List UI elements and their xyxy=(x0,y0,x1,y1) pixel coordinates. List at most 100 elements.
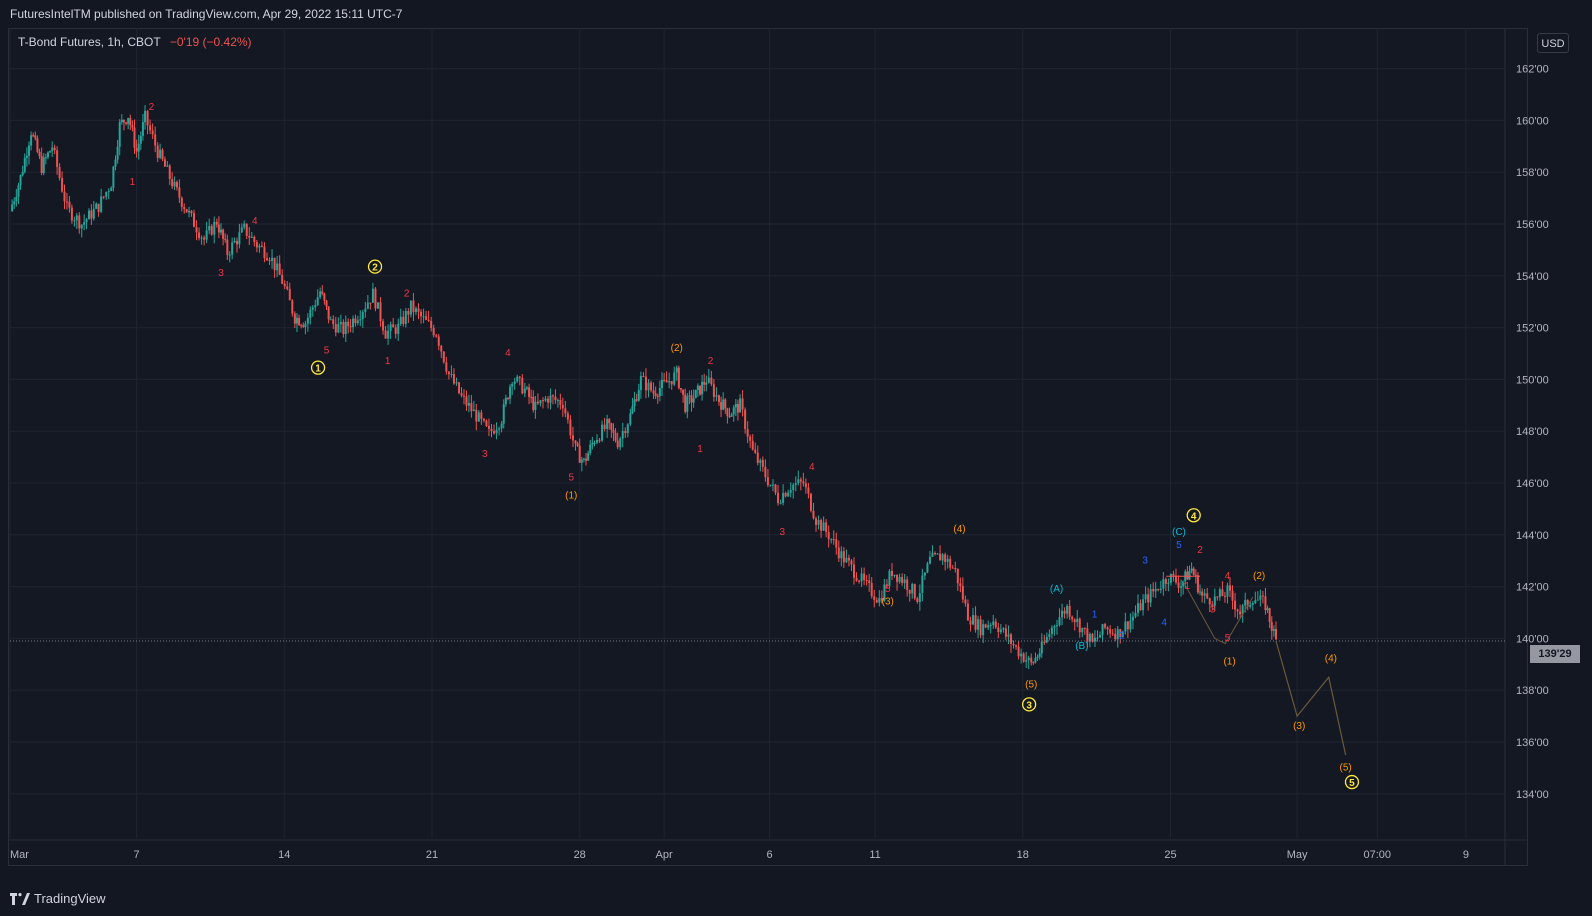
candle-body xyxy=(903,579,906,583)
candle-body xyxy=(614,432,617,441)
candle-body xyxy=(880,597,883,601)
candle-body xyxy=(1012,643,1015,646)
candle-body xyxy=(49,151,52,153)
candle-body xyxy=(913,584,916,599)
candle-body xyxy=(1101,624,1104,635)
published-info: FuturesIntelTM published on TradingView.… xyxy=(10,7,403,21)
candle-body xyxy=(521,377,524,394)
candle-body xyxy=(125,122,128,124)
candle-body xyxy=(569,419,572,436)
candle-body xyxy=(1234,600,1237,610)
candle-body xyxy=(564,408,567,414)
candle-body xyxy=(1009,634,1012,644)
candle-body xyxy=(603,424,606,429)
candle-body xyxy=(556,400,559,402)
x-tick-label: 07:00 xyxy=(1364,849,1392,861)
candle-body xyxy=(392,324,395,328)
candle-body xyxy=(445,362,448,372)
candle-body xyxy=(969,620,972,625)
candle-body xyxy=(432,328,435,336)
candle-body xyxy=(70,207,73,221)
candle-body xyxy=(673,372,676,385)
candle-body xyxy=(53,147,56,151)
candle-body xyxy=(495,429,498,434)
candle-body xyxy=(309,309,312,318)
candle-body xyxy=(635,399,638,401)
candle-body xyxy=(1249,604,1252,607)
candle-body xyxy=(263,246,266,259)
candle-body xyxy=(705,382,708,385)
candle-body xyxy=(1137,603,1140,613)
projection-path xyxy=(1275,640,1347,756)
candle-body xyxy=(240,227,243,233)
candle-body xyxy=(427,319,430,321)
candle-body xyxy=(549,395,552,403)
candle-body xyxy=(359,319,362,321)
candle-body xyxy=(587,453,590,461)
candle-body xyxy=(779,502,782,504)
candle-body xyxy=(1188,571,1191,580)
candle-body xyxy=(185,209,188,213)
candle-body xyxy=(271,257,274,261)
candle-body xyxy=(923,572,926,576)
candle-body xyxy=(46,152,49,158)
candle-body xyxy=(1053,625,1056,628)
candle-body xyxy=(90,210,93,219)
candle-body xyxy=(608,419,611,424)
candle-body xyxy=(222,229,225,239)
wave-circle xyxy=(367,259,383,274)
candle-body xyxy=(580,459,583,463)
candle-body xyxy=(1027,657,1030,661)
candle-body xyxy=(822,522,825,531)
candle-body xyxy=(724,399,727,409)
candle-body xyxy=(1119,629,1122,637)
chart-pane[interactable] xyxy=(8,28,1528,866)
wave-label: (4) xyxy=(1325,654,1337,665)
candle-body xyxy=(679,388,682,390)
candle-body xyxy=(92,208,95,219)
candle-body xyxy=(1142,599,1145,611)
candle-body xyxy=(250,236,253,238)
candle-body xyxy=(1182,581,1185,587)
candle-body xyxy=(682,389,685,395)
candle-body xyxy=(782,493,785,503)
candle-body xyxy=(344,321,347,335)
wave-label: 5 xyxy=(568,472,574,483)
candle-body xyxy=(684,394,687,412)
candle-body xyxy=(1032,662,1035,664)
candle-body xyxy=(815,518,818,525)
y-tick-label: 144'00 xyxy=(1516,530,1549,542)
candle-body xyxy=(539,400,542,404)
candle-body xyxy=(817,520,820,525)
candle-body xyxy=(334,324,337,333)
candle-body xyxy=(629,413,632,425)
symbol-label[interactable]: T-Bond Futures, 1h, CBOT xyxy=(18,35,161,49)
candle-body xyxy=(566,413,569,420)
wave-label: 5 xyxy=(1349,778,1355,789)
candle-body xyxy=(956,568,959,584)
candle-body xyxy=(688,395,691,397)
wave-label: (3) xyxy=(882,597,894,608)
candle-body xyxy=(97,203,100,212)
candle-body xyxy=(1164,579,1167,584)
x-tick-label: 7 xyxy=(134,849,140,861)
candle-body xyxy=(1139,603,1142,611)
tradingview-logo[interactable]: TradingView xyxy=(10,891,106,906)
wave-label: 5 xyxy=(324,346,330,357)
currency-button[interactable]: USD xyxy=(1537,33,1569,53)
candle-body xyxy=(42,157,45,174)
candle-body xyxy=(327,306,330,320)
candle-body xyxy=(722,399,725,410)
candle-body xyxy=(992,621,995,626)
candle-body xyxy=(1241,605,1244,615)
candle-body xyxy=(85,219,88,223)
candle-body xyxy=(1266,608,1269,611)
candle-body xyxy=(860,573,863,582)
candle-body xyxy=(511,383,514,387)
candle-body xyxy=(51,147,54,152)
candle-body xyxy=(80,224,83,229)
candle-body xyxy=(268,260,271,262)
candle-body xyxy=(732,407,735,415)
candle-body xyxy=(837,547,840,559)
